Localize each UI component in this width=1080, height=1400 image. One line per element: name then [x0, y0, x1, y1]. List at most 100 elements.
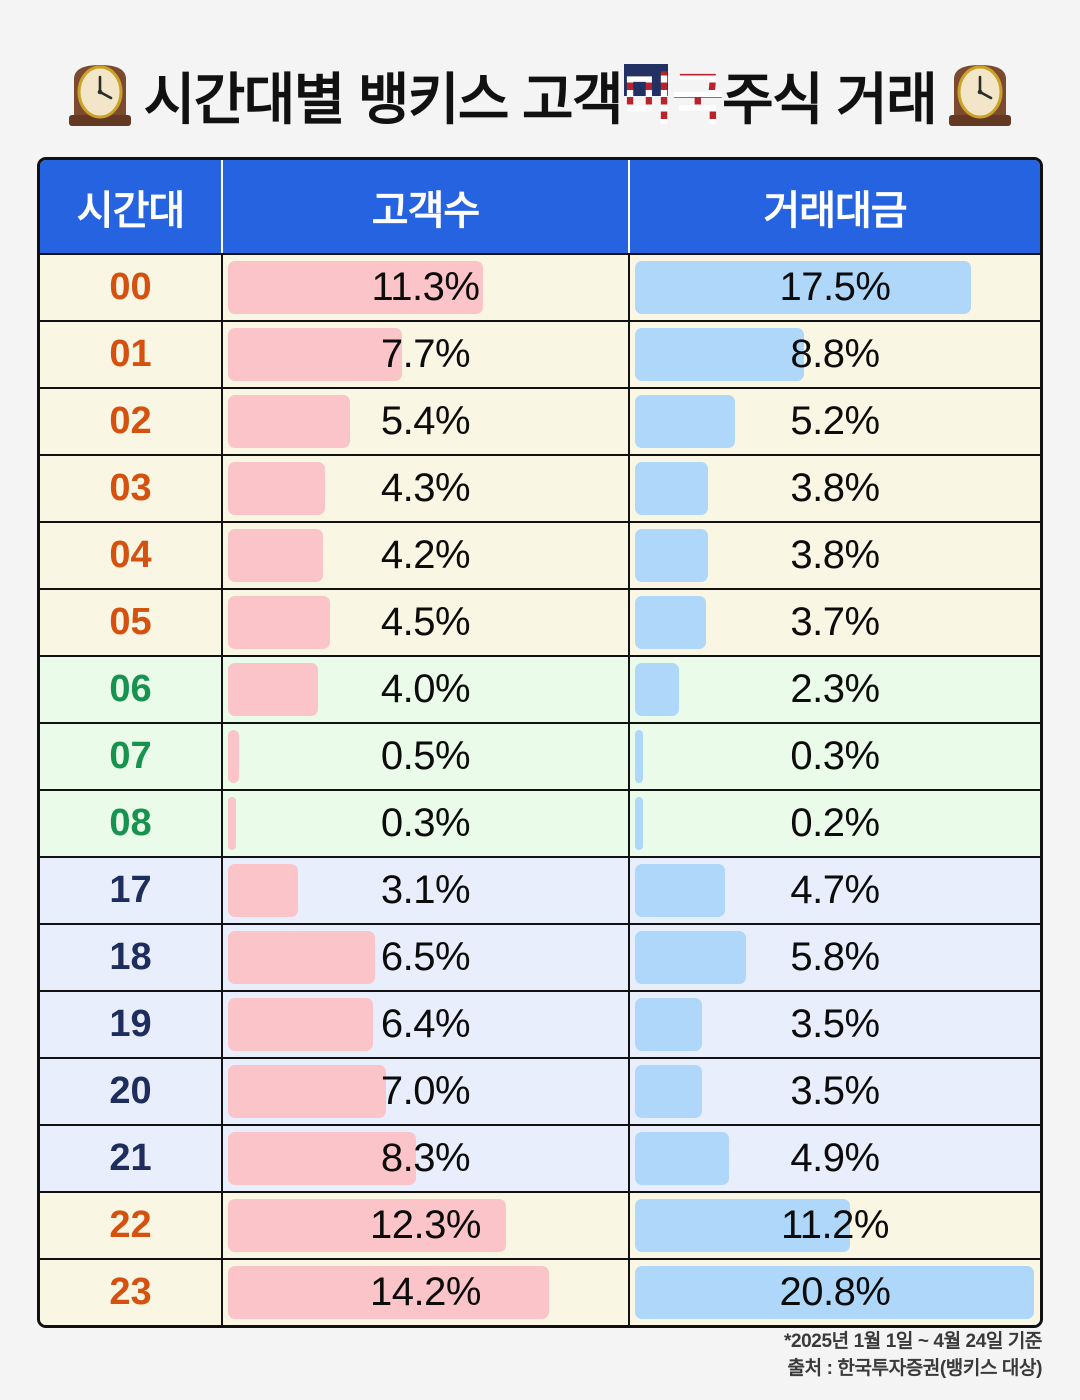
- amount-value: 3.8%: [790, 466, 880, 510]
- title-flag-word: 미국: [622, 55, 724, 136]
- table-row: 03 4.3% 3.8%: [40, 454, 1040, 521]
- amount-bar: [635, 931, 747, 984]
- customers-bar-cell: 14.2%: [223, 1260, 630, 1325]
- amount-value: 3.8%: [790, 533, 880, 577]
- table-row: 08 0.3% 0.2%: [40, 789, 1040, 856]
- amount-value: 4.7%: [790, 868, 880, 912]
- customers-bar-cell: 6.4%: [223, 992, 630, 1057]
- mantelpiece-clock-icon-left: [68, 65, 131, 126]
- customers-value: 8.3%: [380, 1136, 471, 1180]
- time-label: 01: [40, 322, 223, 387]
- customers-bar: [228, 1199, 506, 1252]
- customers-bar-cell: 12.3%: [223, 1193, 630, 1258]
- page-title: 시간대별 뱅키스 고객 미국 주식 거래: [0, 46, 1080, 144]
- customers-bar: [228, 1065, 387, 1118]
- customers-bar-cell: 4.5%: [223, 590, 630, 655]
- customers-bar-cell: 5.4%: [223, 389, 630, 454]
- customers-bar: [228, 1266, 549, 1319]
- table-row: 17 3.1% 4.7%: [40, 856, 1040, 923]
- amount-bar: [635, 730, 643, 783]
- customers-bar: [228, 1132, 416, 1185]
- amount-value: 20.8%: [779, 1270, 891, 1314]
- time-label: 02: [40, 389, 223, 454]
- amount-value: 3.5%: [790, 1002, 880, 1046]
- table-row: 21 8.3% 4.9%: [40, 1124, 1040, 1191]
- customers-value: 4.3%: [380, 466, 471, 510]
- amount-value: 2.3%: [790, 667, 880, 711]
- customers-value: 0.5%: [380, 734, 471, 778]
- customers-bar-cell: 7.7%: [223, 322, 630, 387]
- time-label: 21: [40, 1126, 223, 1191]
- time-label: 20: [40, 1059, 223, 1124]
- time-label: 19: [40, 992, 223, 1057]
- customers-value: 12.3%: [370, 1203, 481, 1247]
- customers-value: 7.7%: [380, 332, 471, 376]
- column-header-customers: 고객수: [223, 160, 630, 253]
- amount-bar-cell: 0.3%: [630, 724, 1040, 789]
- title-text: 시간대별 뱅키스 고객 미국 주식 거래: [143, 55, 938, 136]
- amount-bar-cell: 3.8%: [630, 456, 1040, 521]
- customers-bar: [228, 529, 323, 582]
- amount-value: 11.2%: [781, 1203, 889, 1247]
- table-row: 01 7.7% 8.8%: [40, 320, 1040, 387]
- amount-bar: [635, 1199, 851, 1252]
- source-line: 출처 : 한국투자증권(뱅키스 대상): [787, 1357, 1043, 1379]
- time-label: 17: [40, 858, 223, 923]
- amount-bar-cell: 3.5%: [630, 1059, 1040, 1124]
- amount-bar-cell: 4.7%: [630, 858, 1040, 923]
- amount-value: 8.8%: [790, 332, 880, 376]
- customers-bar: [228, 663, 319, 716]
- amount-bar: [635, 529, 708, 582]
- amount-bar: [635, 1266, 1035, 1319]
- time-label: 00: [40, 255, 223, 320]
- customers-bar: [228, 395, 351, 448]
- customers-bar-cell: 4.3%: [223, 456, 630, 521]
- amount-value: 4.9%: [790, 1136, 880, 1180]
- customers-value: 6.5%: [380, 935, 471, 979]
- time-distribution-table: 시간대 고객수 거래대금 00 11.3% 17.5% 01 7.7% 8.8% 02 5.4…: [37, 157, 1043, 1328]
- customers-bar: [228, 261, 484, 314]
- amount-bar: [635, 1132, 730, 1185]
- customers-bar-cell: 3.1%: [223, 858, 630, 923]
- customers-bar-cell: 0.5%: [223, 724, 630, 789]
- customers-bar: [228, 797, 236, 850]
- customers-bar-cell: 7.0%: [223, 1059, 630, 1124]
- title-flag-letters: 미국: [622, 67, 724, 131]
- amount-bar-cell: 4.9%: [630, 1126, 1040, 1191]
- customers-bar-cell: 8.3%: [223, 1126, 630, 1191]
- title-suffix: 주식 거래: [722, 67, 938, 131]
- amount-bar-cell: 11.2%: [630, 1193, 1040, 1258]
- customers-value: 0.3%: [380, 801, 471, 845]
- amount-bar: [635, 1065, 703, 1118]
- amount-value: 5.2%: [790, 399, 880, 443]
- column-header-time: 시간대: [40, 160, 223, 253]
- table-body: 00 11.3% 17.5% 01 7.7% 8.8% 02 5.4% 5.2% 03 4.3% 3.…: [40, 253, 1040, 1325]
- customers-value: 11.3%: [371, 265, 480, 309]
- customers-value: 14.2%: [370, 1270, 481, 1314]
- customers-bar: [228, 462, 326, 515]
- table-row: 07 0.5% 0.3%: [40, 722, 1040, 789]
- time-label: 03: [40, 456, 223, 521]
- customers-value: 6.4%: [380, 1002, 471, 1046]
- flag-canton: [624, 63, 669, 96]
- amount-bar-cell: 3.7%: [630, 590, 1040, 655]
- customers-value: 4.2%: [380, 533, 471, 577]
- time-label: 18: [40, 925, 223, 990]
- time-label: 06: [40, 657, 223, 722]
- table-row: 18 6.5% 5.8%: [40, 923, 1040, 990]
- time-label: 23: [40, 1260, 223, 1325]
- amount-bar: [635, 596, 707, 649]
- amount-bar: [635, 797, 643, 850]
- customers-bar: [228, 328, 403, 381]
- amount-bar: [635, 864, 726, 917]
- table-row: 23 14.2% 20.8%: [40, 1258, 1040, 1325]
- customers-bar: [228, 730, 240, 783]
- column-header-amount: 거래대금: [763, 188, 907, 233]
- amount-bar: [635, 462, 708, 515]
- amount-bar: [635, 261, 971, 314]
- title-prefix: 시간대별 뱅키스 고객: [143, 67, 624, 131]
- table-row: 20 7.0% 3.5%: [40, 1057, 1040, 1124]
- customers-bar-cell: 4.0%: [223, 657, 630, 722]
- amount-bar-cell: 5.8%: [630, 925, 1040, 990]
- customers-value: 5.4%: [380, 399, 471, 443]
